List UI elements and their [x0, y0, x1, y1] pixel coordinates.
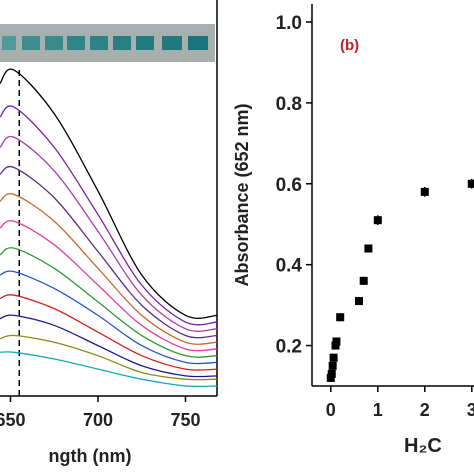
x-tick-label: 1	[373, 400, 383, 420]
vial	[162, 36, 182, 50]
x-tick-label: 0	[326, 400, 336, 420]
spectrum-line	[0, 165, 218, 339]
y-tick-label: 0.6	[276, 175, 302, 196]
x-axis-label: ngth (nm)	[49, 446, 132, 466]
y-tick-label: 0.8	[276, 94, 302, 115]
spectrum-line	[0, 247, 218, 358]
spectrum-line	[0, 220, 218, 352]
vial	[113, 36, 131, 50]
data-point	[336, 313, 345, 322]
x-tick-label: 750	[170, 410, 200, 430]
y-tick-label: 0.2	[276, 337, 302, 358]
spectrum-line	[0, 270, 218, 365]
spectrum-line	[0, 68, 218, 319]
spectrum-line	[0, 314, 218, 378]
y-tick-label: 0.4	[276, 256, 303, 277]
vial	[136, 36, 154, 50]
vial	[22, 36, 40, 50]
data-point	[329, 353, 338, 362]
data-point	[331, 341, 340, 350]
vial	[67, 36, 85, 50]
data-point	[355, 297, 363, 306]
data-point	[328, 361, 337, 370]
data-point	[359, 276, 368, 285]
vial	[2, 36, 16, 50]
spectrum-line	[0, 334, 218, 381]
vial	[90, 36, 108, 50]
x-tick-label: 3	[467, 400, 474, 420]
panel-label: (b)	[340, 37, 359, 54]
data-point	[327, 369, 336, 378]
data-point	[332, 337, 341, 346]
spectrum-line	[0, 294, 218, 371]
x-tick-label: 650	[0, 410, 26, 430]
x-tick-label: 2	[420, 400, 430, 420]
x-tick-label: 700	[83, 410, 113, 430]
x-axis-label: H₂C	[404, 435, 442, 457]
data-point	[420, 187, 429, 196]
spectrum-line	[0, 105, 218, 326]
y-axis-label: Absorbance (652 nm)	[232, 103, 252, 286]
spectrum-line	[0, 135, 218, 332]
data-point	[326, 373, 335, 382]
y-tick-label: 1.0	[276, 13, 302, 34]
data-point	[373, 216, 382, 225]
data-point	[467, 179, 474, 188]
data-point	[364, 244, 373, 253]
vial-strip	[0, 24, 215, 62]
spectrum-line	[0, 193, 218, 345]
spectrum-line	[0, 351, 218, 388]
vial	[188, 36, 208, 50]
vial	[45, 36, 63, 50]
